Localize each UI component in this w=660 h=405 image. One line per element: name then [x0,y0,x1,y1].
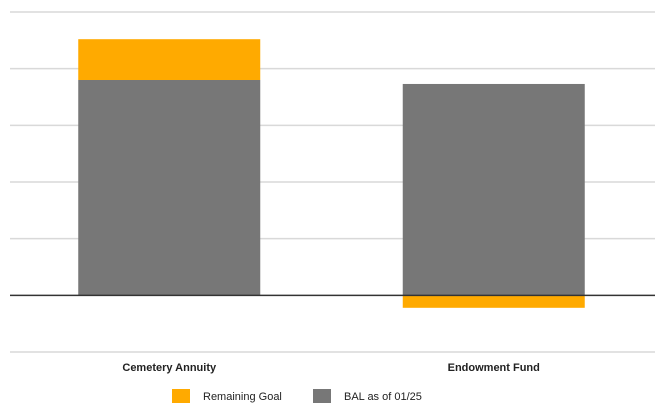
x-axis-tick-labels: Cemetery Annuity Endowment Fund [122,362,540,374]
bar-segment [78,39,261,80]
bar-segment [78,80,261,296]
legend-swatch-balance [313,389,331,403]
x-tick-label: Cemetery Annuity [122,362,217,374]
legend-label-remaining-goal: Remaining Goal [203,391,282,403]
bar-segment [402,295,585,308]
legend-label-balance: BAL as of 01/25 [344,391,422,403]
legend: Remaining Goal BAL as of 01/25 [172,389,422,403]
legend-swatch-remaining-goal [172,389,190,403]
x-tick-label: Endowment Fund [448,362,540,374]
bars [78,39,585,308]
bar-segment [402,83,585,296]
